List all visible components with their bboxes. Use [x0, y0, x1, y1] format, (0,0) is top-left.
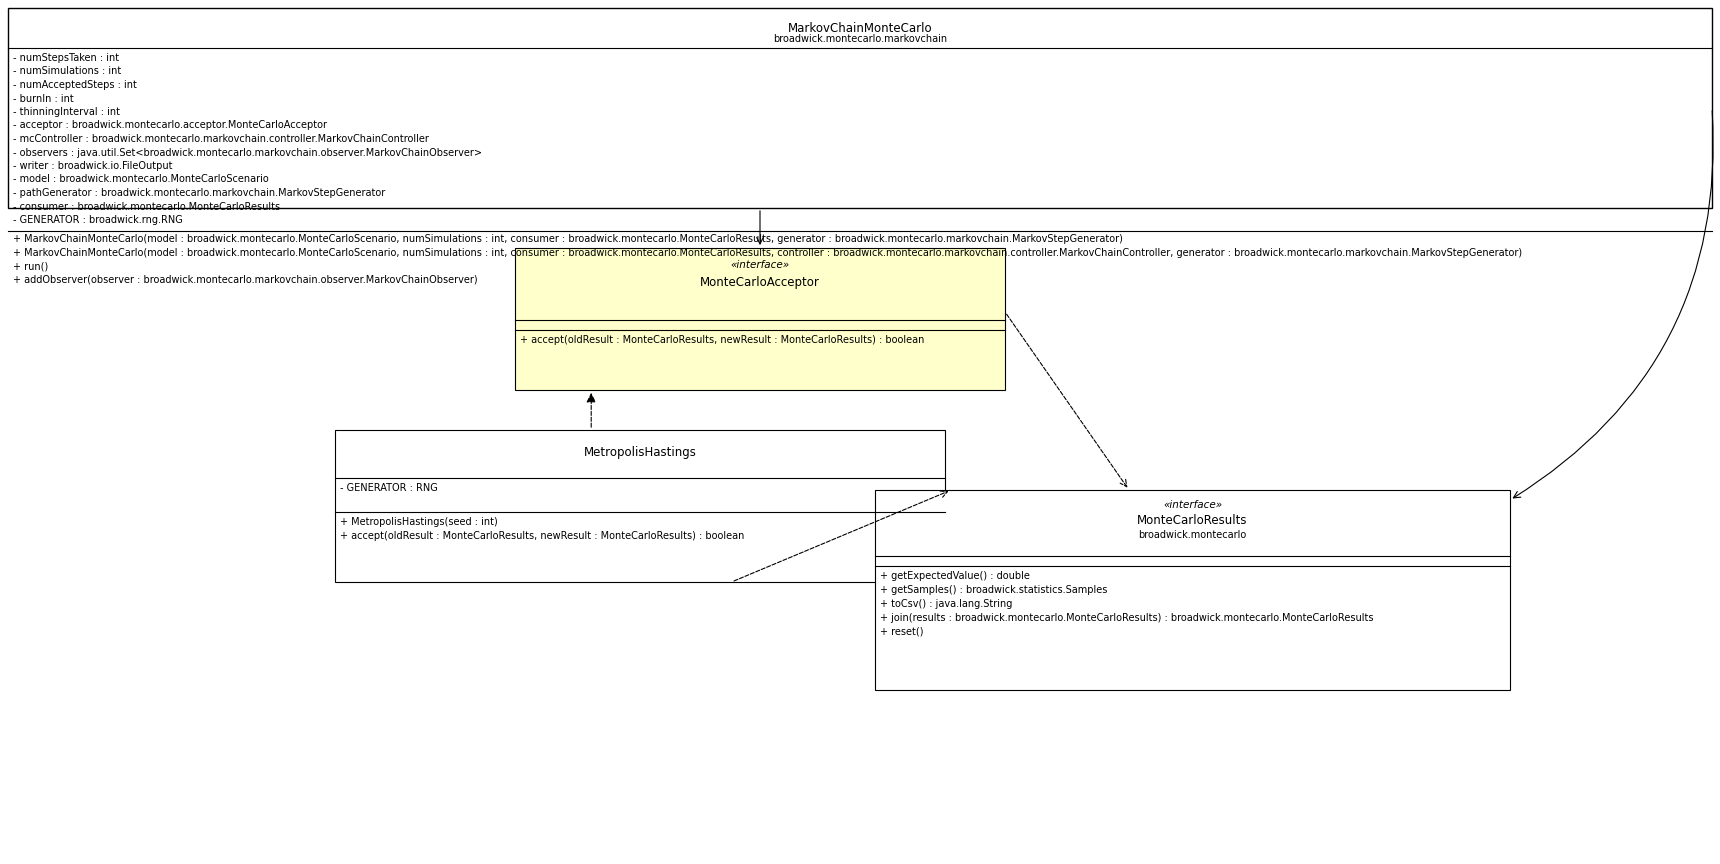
Text: + accept(oldResult : MonteCarloResults, newResult : MonteCarloResults) : boolean: + accept(oldResult : MonteCarloResults, …	[519, 335, 924, 345]
Text: + run(): + run()	[14, 262, 48, 271]
Text: - GENERATOR : broadwick.rng.RNG: - GENERATOR : broadwick.rng.RNG	[14, 215, 182, 225]
Bar	[875, 490, 1510, 690]
Text: + MetropolisHastings(seed : int): + MetropolisHastings(seed : int)	[341, 517, 497, 527]
Text: broadwick.montecarlo: broadwick.montecarlo	[1139, 530, 1247, 540]
Text: broadwick.montecarlo.markovchain: broadwick.montecarlo.markovchain	[772, 34, 948, 44]
Text: + addObserver(observer : broadwick.montecarlo.markovchain.observer.MarkovChainOb: + addObserver(observer : broadwick.monte…	[14, 275, 478, 285]
Text: MarkovChainMonteCarlo: MarkovChainMonteCarlo	[788, 22, 932, 35]
Text: MetropolisHastings: MetropolisHastings	[583, 446, 697, 459]
Text: - mcController : broadwick.montecarlo.markovchain.controller.MarkovChainControll: - mcController : broadwick.montecarlo.ma…	[14, 134, 428, 144]
Text: - pathGenerator : broadwick.montecarlo.markovchain.MarkovStepGenerator: - pathGenerator : broadwick.montecarlo.m…	[14, 188, 385, 198]
Text: MonteCarloAcceptor: MonteCarloAcceptor	[700, 276, 820, 289]
Bar	[9, 8, 1711, 208]
Bar	[335, 430, 944, 582]
Text: «interface»: «interface»	[731, 260, 789, 270]
Text: + MarkovChainMonteCarlo(model : broadwick.montecarlo.MonteCarloScenario, numSimu: + MarkovChainMonteCarlo(model : broadwic…	[14, 248, 1522, 258]
Text: - burnIn : int: - burnIn : int	[14, 93, 74, 104]
Text: - numAcceptedSteps : int: - numAcceptedSteps : int	[14, 80, 138, 90]
Text: - consumer : broadwick.montecarlo.MonteCarloResults: - consumer : broadwick.montecarlo.MonteC…	[14, 201, 280, 212]
Text: + join(results : broadwick.montecarlo.MonteCarloResults) : broadwick.montecarlo.: + join(results : broadwick.montecarlo.Mo…	[881, 613, 1374, 623]
Text: - numStepsTaken : int: - numStepsTaken : int	[14, 53, 119, 63]
Text: - observers : java.util.Set<broadwick.montecarlo.markovchain.observer.MarkovChai: - observers : java.util.Set<broadwick.mo…	[14, 148, 482, 157]
Text: + getExpectedValue() : double: + getExpectedValue() : double	[881, 571, 1030, 581]
Text: + toCsv() : java.lang.String: + toCsv() : java.lang.String	[881, 599, 1013, 609]
Text: - acceptor : broadwick.montecarlo.acceptor.MonteCarloAcceptor: - acceptor : broadwick.montecarlo.accept…	[14, 120, 327, 130]
Text: + MarkovChainMonteCarlo(model : broadwick.montecarlo.MonteCarloScenario, numSimu: + MarkovChainMonteCarlo(model : broadwic…	[14, 234, 1123, 245]
Text: «interface»: «interface»	[1163, 500, 1223, 510]
Text: + reset(): + reset()	[881, 627, 924, 637]
Text: - model : broadwick.montecarlo.MonteCarloScenario: - model : broadwick.montecarlo.MonteCarl…	[14, 175, 268, 185]
Text: - numSimulations : int: - numSimulations : int	[14, 67, 120, 77]
Text: + accept(oldResult : MonteCarloResults, newResult : MonteCarloResults) : boolean: + accept(oldResult : MonteCarloResults, …	[341, 531, 745, 541]
Text: - GENERATOR : RNG: - GENERATOR : RNG	[341, 483, 439, 493]
Bar	[514, 248, 1004, 390]
Text: + getSamples() : broadwick.statistics.Samples: + getSamples() : broadwick.statistics.Sa…	[881, 585, 1108, 595]
Text: - writer : broadwick.io.FileOutput: - writer : broadwick.io.FileOutput	[14, 161, 172, 171]
Text: MonteCarloResults: MonteCarloResults	[1137, 514, 1247, 527]
Text: - thinningInterval : int: - thinningInterval : int	[14, 107, 120, 117]
